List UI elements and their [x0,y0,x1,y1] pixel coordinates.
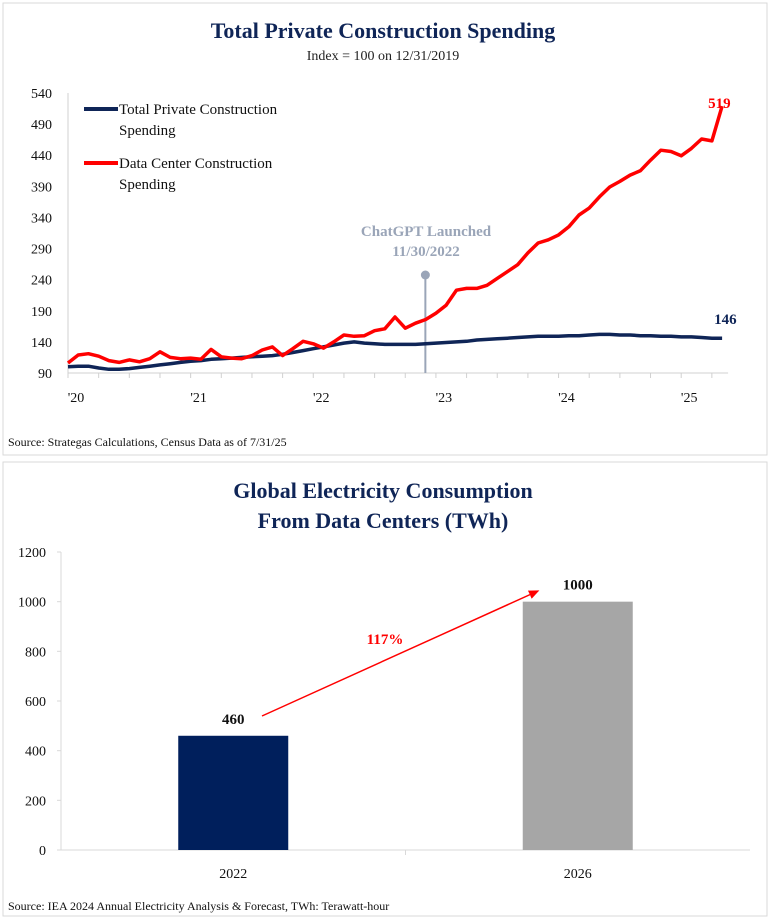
bar-data-label: 1000 [563,578,593,594]
total-private-end-label: 146 [714,312,737,328]
y-tick-label: 0 [39,844,46,859]
growth-arrow-line [261,590,540,717]
y-tick-label: 90 [38,367,52,382]
line-y-axis: 540 490 440 390 340 290 240 190 140 90 [31,87,69,382]
line-chart-subtitle: Index = 100 on 12/31/2019 [307,49,460,64]
line-chart-source: Source: Strategas Calculations, Census D… [8,435,287,449]
line-x-axis: '20 '21 '22 '23 '24 '25 [67,372,729,406]
bar-chart-panel [2,461,768,917]
legend-label-total-private-1: Total Private Construction [119,102,278,118]
y-tick-label: 200 [25,794,46,809]
x-category-label: 2022 [219,867,247,882]
x-tick-label: '23 [436,391,453,406]
growth-percent-label: 117% [367,632,404,648]
y-tick-label: 1000 [18,596,46,611]
y-tick-label: 340 [31,211,52,226]
chatgpt-annotation: ChatGPT Launched 11/30/2022 [361,224,492,373]
annotation-line-2: 11/30/2022 [392,244,460,260]
growth-arrow: 117% [261,590,540,717]
legend-label-data-center-2: Spending [119,177,176,193]
x-tick-label: '21 [190,391,207,406]
y-tick-label: 290 [31,243,52,258]
legend-label-total-private-2: Spending [119,123,176,139]
bar-axes: 0 200 400 600 800 1000 1200 [18,546,750,859]
y-tick-label: 1200 [18,546,46,561]
y-tick-label: 600 [25,695,46,710]
x-tick-label: '24 [558,391,575,406]
annotation-marker-dot [420,270,430,280]
x-tick-label: '25 [681,391,698,406]
line-chart-panel [2,2,768,456]
x-category-label: 2026 [564,867,592,882]
annotation-line-1: ChatGPT Launched [361,224,492,240]
y-tick-label: 800 [25,645,46,660]
y-tick-label: 400 [25,745,46,760]
total-private-spending-line [67,332,723,372]
bar-chart-source: Source: IEA 2024 Annual Electricity Anal… [8,899,389,913]
bar-data-label: 460 [222,712,245,728]
y-tick-label: 190 [31,305,52,320]
bar-2026 [522,601,633,850]
y-tick-label: 240 [31,274,52,289]
data-center-end-label: 519 [708,96,731,112]
bar-group: 460 2022 1000 2026 [178,578,633,882]
y-tick-label: 390 [31,180,52,195]
x-tick-label: '20 [68,391,85,406]
legend-label-data-center-1: Data Center Construction [119,156,273,172]
line-series-group [66,105,724,372]
line-chart-title: Total Private Construction Spending [211,18,556,43]
y-tick-label: 490 [31,118,52,133]
y-tick-label: 440 [31,149,52,164]
line-legend: Total Private Construction Spending Data… [84,102,278,193]
x-tick-label: '22 [313,391,330,406]
y-tick-label: 540 [31,87,52,102]
bar-2022 [178,735,289,850]
bar-chart-title-line-2: From Data Centers (TWh) [258,508,509,533]
data-center-spending-line [66,105,724,365]
bar-chart-title-line-1: Global Electricity Consumption [233,478,532,503]
y-tick-label: 140 [31,336,52,351]
